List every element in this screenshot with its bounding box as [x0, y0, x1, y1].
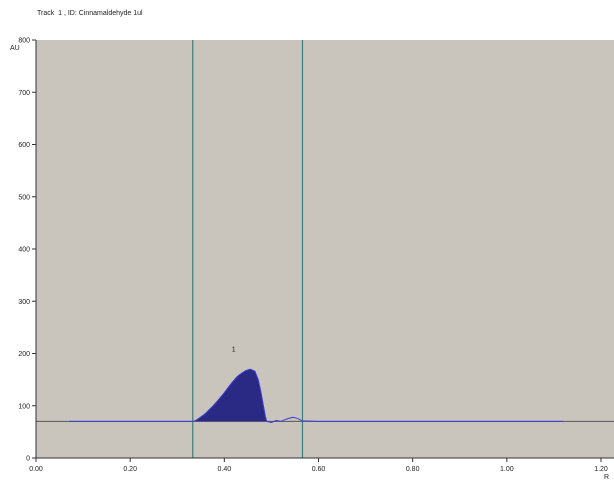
page-title: Track 1 , ID: Cinnamaldehyde 1ul	[37, 10, 143, 17]
series-line	[68, 368, 564, 423]
y-tick-label: 0	[26, 456, 30, 463]
x-tick-label: 1.00	[500, 466, 514, 473]
y-tick-label: 500	[18, 194, 30, 201]
y-axis-ticks: 0 100 200 300 400 500 600 700 800	[18, 38, 36, 463]
x-tick-label: 0.00	[29, 466, 43, 473]
x-tick-label: 0.40	[218, 466, 232, 473]
plot-area	[36, 40, 614, 458]
x-axis-ticks: 0.00 0.20 0.40 0.60 0.80 1.00 1.20	[29, 458, 608, 473]
y-tick-label: 200	[18, 351, 30, 358]
y-axis-unit-label: AU	[10, 45, 20, 52]
x-tick-label: 0.60	[312, 466, 326, 473]
y-tick-label: 600	[18, 142, 30, 149]
x-tick-label: 0.80	[406, 466, 420, 473]
y-tick-label: 400	[18, 247, 30, 254]
x-tick-label: 1.20	[594, 466, 608, 473]
peak-label: 1	[232, 347, 236, 354]
integration-boundaries	[192, 40, 304, 458]
y-tick-label: 700	[18, 90, 30, 97]
y-tick-label: 100	[18, 403, 30, 410]
peak-area-fill	[193, 369, 267, 422]
x-axis-unit-label: R	[604, 474, 609, 481]
y-tick-label: 800	[18, 38, 30, 45]
y-tick-label: 300	[18, 299, 30, 306]
x-tick-label: 0.20	[123, 466, 137, 473]
